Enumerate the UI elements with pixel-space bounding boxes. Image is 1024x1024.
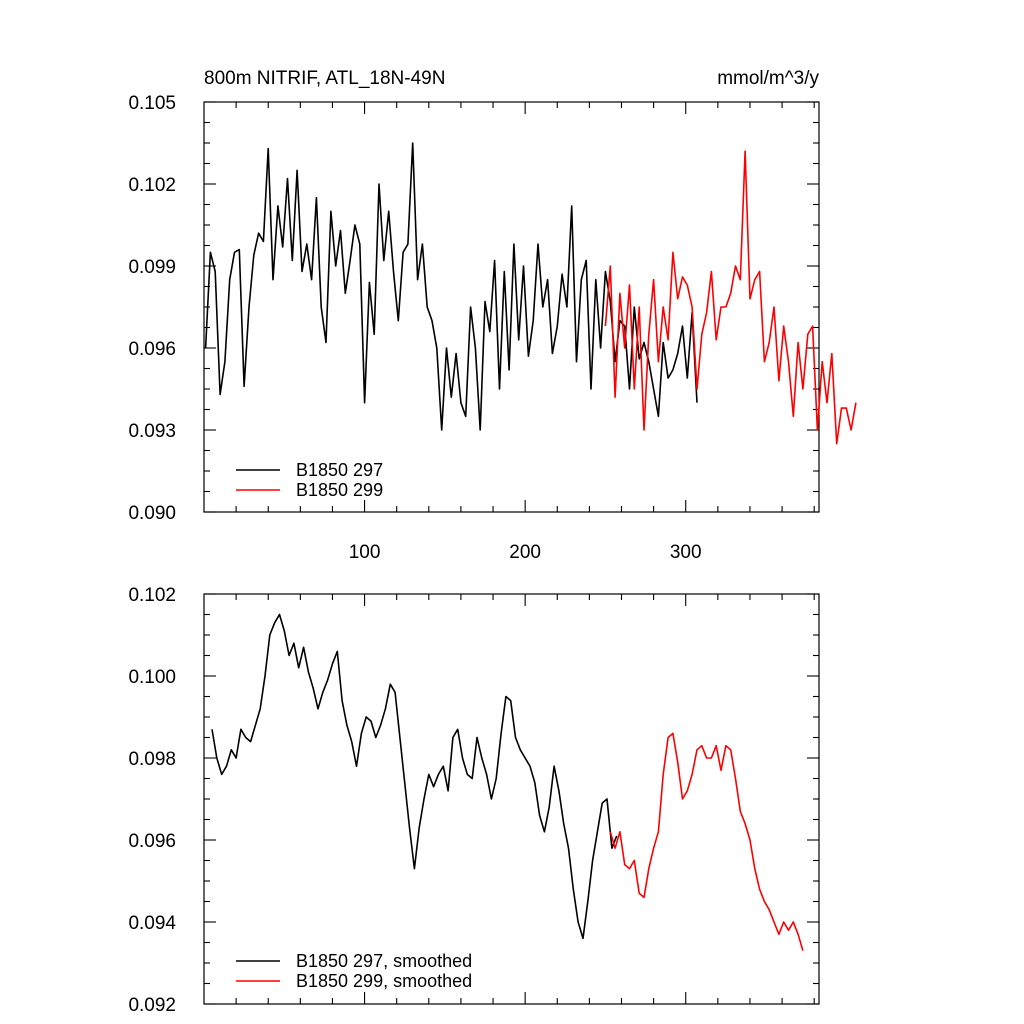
- legend-label: B1850 297: [296, 460, 383, 480]
- x-tick-label: 300: [670, 542, 702, 563]
- x-tick-label: 100: [349, 542, 381, 563]
- smoothed-panel: 0.092 0.094 0.096 0.098 0.100 0.102 B1850 297,…: [128, 585, 820, 1016]
- series-line-299: [609, 732, 804, 951]
- y-tick-label: 0.102: [128, 585, 176, 606]
- legend-label: B1850 297, smoothed: [296, 951, 472, 971]
- y-tick-label: 0.092: [128, 995, 176, 1016]
- raw-panel: 0.090 0.093 0.096 0.099 0.102 0.105 100 200 300 B…: [128, 93, 857, 563]
- units-label: mmol/m^3/y: [717, 68, 819, 89]
- series-line-297: [211, 613, 618, 940]
- y-tick-label: 0.094: [128, 913, 176, 934]
- y-tick-label: 0.098: [128, 749, 176, 770]
- y-tick-label: 0.093: [128, 421, 176, 442]
- series-line-299: [604, 150, 857, 445]
- y-tick-label: 0.096: [128, 831, 176, 852]
- y-tick-label: 0.096: [128, 339, 176, 360]
- series-line-297: [204, 142, 698, 431]
- legend-label: B1850 299, smoothed: [296, 971, 472, 991]
- y-tick-label: 0.102: [128, 175, 176, 196]
- y-tick-label: 0.100: [128, 667, 176, 688]
- y-tick-label: 0.105: [128, 93, 176, 114]
- y-tick-label: 0.090: [128, 503, 176, 524]
- y-tick-label: 0.099: [128, 257, 176, 278]
- x-tick-label: 200: [509, 542, 541, 563]
- chart-title: 800m NITRIF, ATL_18N-49N: [204, 68, 445, 89]
- legend-label: B1850 299: [296, 480, 383, 500]
